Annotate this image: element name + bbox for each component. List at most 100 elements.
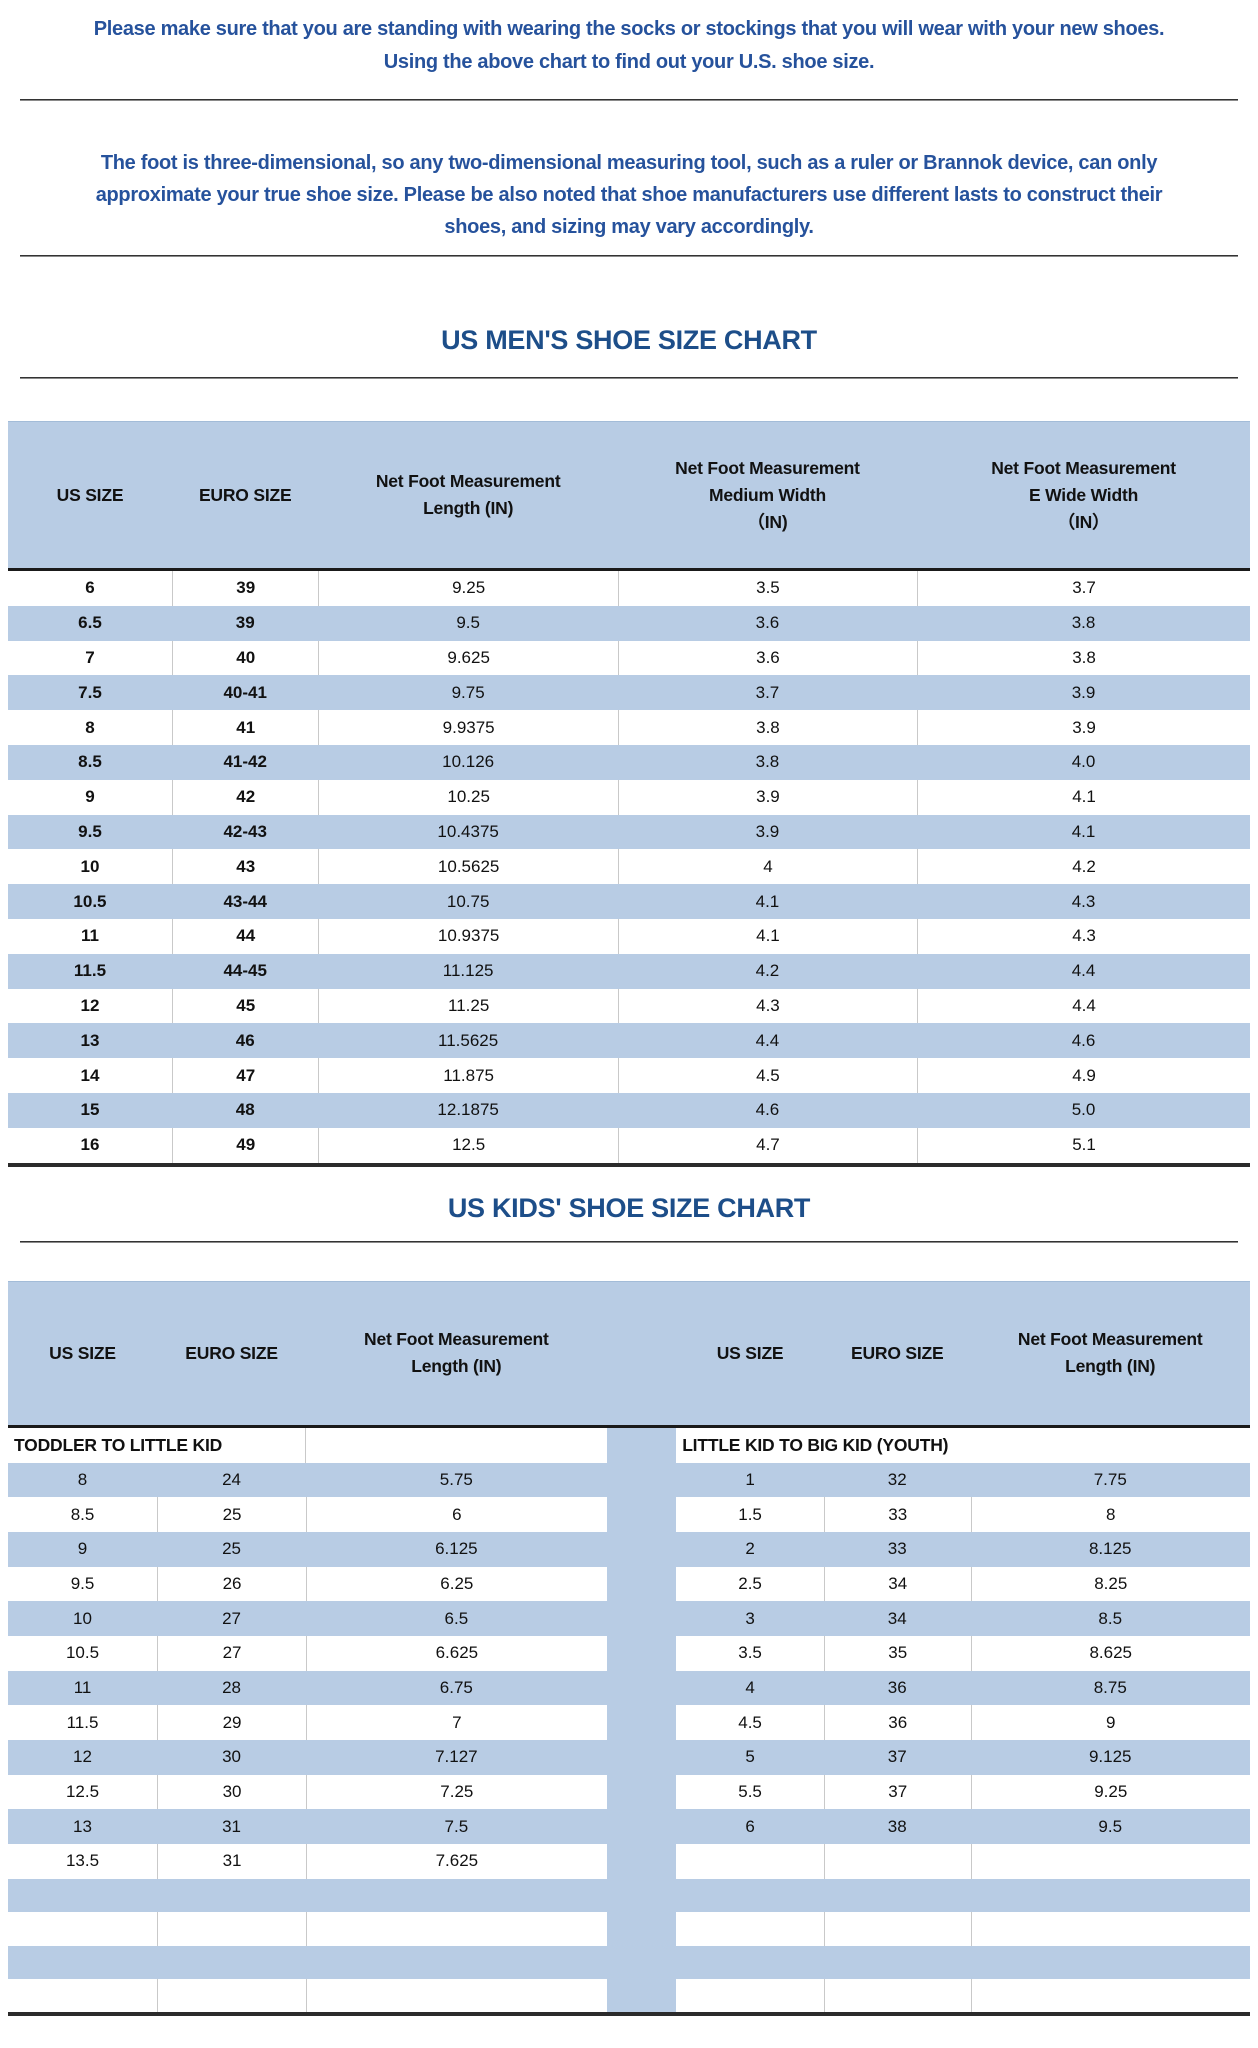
table-cell: 44-45 [223,961,267,981]
table-divider-column [606,1566,677,1602]
table-cell: 32 [823,1462,971,1498]
table-cell [970,1844,1250,1879]
divider-line [20,255,1238,257]
mens-table-row: 13 46 11.5625 4.4 4.6 [8,1023,1250,1059]
table-cell: 9 [970,1705,1250,1741]
table-divider-column [606,1912,677,1946]
table-divider-column [606,1635,677,1671]
table-cell: 6.125 [306,1531,607,1567]
table-cell: 5.5 [738,1782,762,1802]
kids-table-row: 12 30 7.127 5 37 9.125 [8,1740,1250,1775]
mens-table-row: 7.5 40-41 9.75 3.7 3.9 [8,675,1250,711]
section-label-toddler: TODDLER TO LITTLE KID [8,1427,307,1463]
table-cell [8,1979,157,2012]
table-cell: 8.125 [970,1531,1250,1567]
table-cell [676,1912,824,1945]
column-header-e-wide-width: Net Foot Measurement E Wide Width （IN） [991,457,1176,532]
kids-table-row [8,1878,1250,1913]
table-divider-column [606,1531,677,1567]
table-cell: 34 [823,1566,971,1602]
table-cell: 9.5 [78,821,102,841]
divider-line [20,99,1238,101]
table-cell [676,1878,824,1913]
table-cell: 42 [171,779,319,815]
divider-line [20,1240,1238,1243]
table-cell: 8 [970,1497,1250,1532]
table-cell: 49 [171,1127,319,1163]
table-cell: 39 [235,613,255,633]
table-cell: 4.5 [617,1058,917,1093]
column-header-us-size-left: US SIZE [49,1342,116,1363]
table-cell: 11.5625 [438,1030,499,1050]
table-cell: 33 [823,1497,971,1532]
table-cell: 35 [823,1635,971,1671]
table-cell: 40 [171,640,319,676]
column-header-length-right: Net Foot Measurement Length (IN) [1017,1329,1203,1377]
table-cell: 9 [8,1531,158,1567]
table-cell: 5.0 [1071,1100,1096,1120]
table-cell: 4 [676,1670,824,1706]
table-cell: 8.75 [970,1670,1250,1706]
table-cell: 4.0 [1071,752,1096,772]
mens-chart-title: US MEN'S SHOE SIZE CHART [441,325,817,355]
table-cell: 10.5 [65,1643,100,1663]
table-cell: 30 [157,1740,307,1775]
table-cell: 9.625 [318,640,617,676]
table-cell: 3.9 [917,710,1250,745]
kids-table-row: 8 24 5.75 1 32 7.75 [8,1462,1250,1498]
table-cell: 41-42 [223,752,267,772]
table-cell: 9.5 [970,1809,1250,1845]
section-label-youth: LITTLE KID TO BIG KID (YOUTH) [682,1434,949,1455]
table-cell: 8 [85,717,95,737]
table-cell: 37 [823,1740,971,1775]
table-cell [157,1878,307,1913]
table-cell: 3.5 [617,571,917,606]
table-cell: 1.5 [738,1504,762,1524]
table-cell: 8.5 [78,752,102,772]
table-cell: 11 [8,1670,158,1706]
table-cell: 4.1 [1071,821,1096,841]
table-cell: 2.5 [738,1573,762,1593]
table-cell [970,1878,1250,1913]
table-cell [306,1945,607,1979]
table-cell: 5.75 [306,1462,607,1498]
table-cell: 4.5 [738,1712,762,1732]
table-cell: 47 [171,1058,319,1093]
table-cell: 4.6 [1071,1030,1096,1050]
kids-table-row [8,1912,1250,1946]
table-cell [823,1878,971,1913]
table-cell: 10 [80,856,100,876]
mens-table-row: 9.5 42-43 10.4375 3.9 4.1 [8,814,1250,850]
table-divider-column [606,1601,677,1636]
table-cell: 9.5 [456,613,480,633]
table-divider-column [606,1978,677,2013]
column-header-medium-width: Net Foot Measurement Medium Width （IN) [675,457,860,532]
table-cell: 3.7 [755,682,780,702]
table-cell: 11.5 [66,1712,99,1732]
table-cell: 3.6 [755,613,780,633]
table-cell [970,1945,1250,1979]
table-cell: 12 [80,995,100,1015]
kids-table-row: 12.5 30 7.25 5.5 37 9.25 [8,1774,1250,1810]
table-cell [157,1912,306,1946]
table-cell: 3 [676,1601,824,1636]
table-cell: 13.5 [65,1851,100,1871]
table-cell: 31 [157,1809,307,1845]
kids-table-row: 13 31 7.5 6 38 9.5 [8,1809,1250,1845]
mens-table-row: 6 39 9.25 3.5 3.7 [8,571,1250,606]
note-measuring: The foot is three-dimensional, so any tw… [95,152,1163,238]
table-cell: 4.4 [1071,961,1096,981]
kids-size-table: US SIZE EURO SIZE Net Foot Measurement L… [8,1280,1250,2017]
table-cell: 6 [676,1809,824,1845]
table-cell [306,1978,607,2013]
table-cell: 15 [80,1100,100,1120]
table-cell: 11 [80,926,99,946]
section-label-gap-cell [306,1428,607,1463]
table-cell: 4.9 [917,1058,1250,1093]
table-cell: 24 [157,1462,307,1498]
kids-table-row: 8.5 25 6 1.5 33 8 [8,1497,1250,1532]
table-cell: 6 [85,578,95,598]
table-cell: 10.25 [318,779,617,815]
table-cell: 29 [157,1705,306,1741]
table-cell: 5 [676,1740,824,1775]
